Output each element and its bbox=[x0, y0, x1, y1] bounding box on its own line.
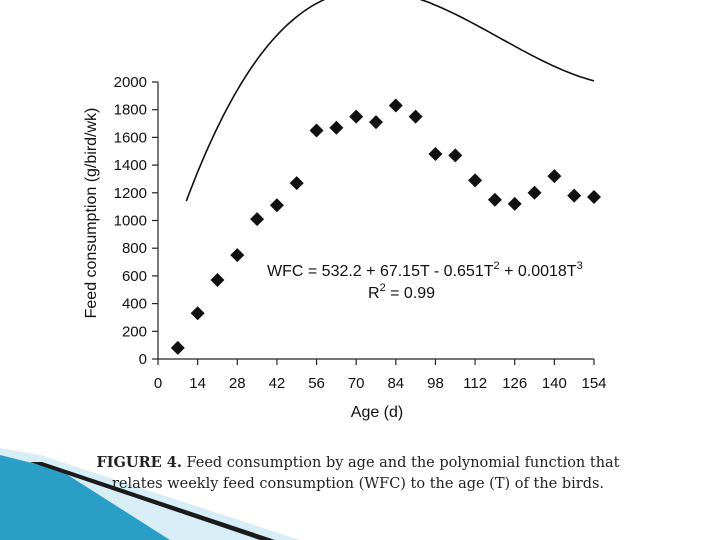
decor-teal-wedge bbox=[0, 455, 170, 540]
x-tick-label: 0 bbox=[154, 375, 162, 392]
data-point bbox=[468, 173, 483, 188]
data-point bbox=[448, 148, 463, 163]
decor-dark-line bbox=[30, 462, 275, 540]
data-points-layer bbox=[170, 98, 601, 355]
fit-equation: WFC = 532.2 + 67.15T - 0.651T2 + 0.0018T… bbox=[267, 260, 583, 280]
fit-curve bbox=[185, 0, 595, 202]
figure-caption: FIGURE 4. Feed consumption by age and th… bbox=[78, 452, 638, 495]
y-tick-label: 1000 bbox=[114, 213, 147, 230]
data-point bbox=[269, 198, 284, 213]
x-tick-label: 84 bbox=[387, 375, 404, 392]
data-point bbox=[230, 248, 245, 263]
data-point bbox=[349, 109, 364, 124]
y-tick-label: 2000 bbox=[114, 74, 147, 91]
y-tick-label: 1400 bbox=[114, 157, 147, 174]
x-tick-label: 112 bbox=[463, 375, 487, 392]
axes-layer bbox=[152, 81, 595, 365]
y-tick-label: 1600 bbox=[114, 129, 147, 146]
data-point bbox=[428, 147, 443, 162]
data-point bbox=[507, 196, 522, 211]
caption-text: Feed consumption by age and the polynomi… bbox=[111, 455, 620, 492]
fit-curve-layer bbox=[185, 0, 595, 202]
data-point bbox=[329, 120, 344, 135]
data-point bbox=[587, 189, 601, 204]
x-tick-label: 140 bbox=[542, 375, 567, 392]
x-tick-label: 28 bbox=[229, 375, 246, 392]
data-point bbox=[487, 192, 502, 207]
chart: 0 200 400 600 800 1000 1200 1400 1600 1800 2000 0 14… bbox=[83, 0, 607, 421]
data-point bbox=[369, 115, 383, 130]
x-tick-label: 154 bbox=[581, 375, 606, 392]
data-point bbox=[408, 109, 423, 124]
y-tick-label: 800 bbox=[122, 240, 147, 257]
tick-labels-layer: 0 200 400 600 800 1000 1200 1400 1600 1800 2000 0 14… bbox=[114, 74, 607, 392]
x-tick-label: 98 bbox=[427, 375, 444, 392]
y-tick-label: 400 bbox=[122, 296, 147, 313]
y-tick-label: 600 bbox=[122, 268, 147, 285]
x-tick-label: 14 bbox=[189, 375, 206, 392]
x-tick-label: 70 bbox=[348, 375, 365, 392]
data-point bbox=[210, 273, 225, 288]
y-tick-label: 200 bbox=[122, 323, 147, 340]
x-tick-label: 42 bbox=[269, 375, 286, 392]
data-point bbox=[170, 340, 185, 355]
data-point bbox=[567, 188, 582, 203]
y-tick-label: 0 bbox=[139, 351, 147, 368]
data-point bbox=[547, 169, 562, 184]
y-tick-label: 1800 bbox=[114, 102, 147, 119]
y-axis-title: Feed consumption (g/bird/wk) bbox=[83, 108, 100, 319]
data-point bbox=[527, 185, 542, 200]
y-tick-label: 1200 bbox=[114, 185, 147, 202]
data-point bbox=[190, 306, 205, 321]
data-point bbox=[289, 176, 304, 191]
data-point bbox=[388, 98, 403, 113]
x-axis-title: Age (d) bbox=[351, 404, 403, 421]
caption-label: FIGURE 4. bbox=[96, 454, 182, 471]
x-tick-label: 126 bbox=[502, 375, 527, 392]
r-squared: R2 = 0.99 bbox=[368, 282, 435, 302]
x-tick-label: 56 bbox=[308, 375, 325, 392]
data-point bbox=[250, 212, 265, 227]
data-point bbox=[309, 123, 324, 138]
